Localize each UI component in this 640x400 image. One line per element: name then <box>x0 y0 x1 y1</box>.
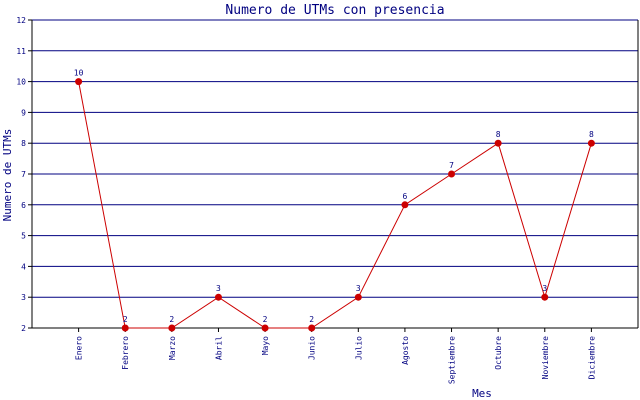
data-points <box>75 78 595 332</box>
data-point <box>587 139 595 147</box>
data-label: 10 <box>74 69 84 78</box>
x-tick-label: Abril <box>214 336 223 360</box>
y-tick-labels: 2 3 4 5 6 7 8 9 10 11 12 <box>16 16 26 333</box>
data-point <box>168 324 176 332</box>
data-point <box>75 78 83 86</box>
data-point <box>541 293 549 301</box>
y-tick-label: 4 <box>21 262 26 271</box>
y-tick-label: 7 <box>21 170 26 179</box>
series-path <box>78 81 592 329</box>
x-axis-label: Mes <box>472 387 492 400</box>
data-label: 2 <box>169 315 174 324</box>
data-label: 6 <box>403 192 408 201</box>
data-label: 7 <box>449 161 454 170</box>
data-point <box>354 293 362 301</box>
x-tick-label: Julio <box>354 336 363 360</box>
y-tick-label: 3 <box>21 293 26 302</box>
x-tick-label: Noviembre <box>541 336 550 380</box>
x-tick-label: Octubre <box>494 336 503 370</box>
data-point <box>448 170 456 178</box>
data-label: 2 <box>123 315 128 324</box>
data-label: 2 <box>263 315 268 324</box>
x-tick-label: Septiembre <box>448 336 457 384</box>
data-label: 3 <box>216 284 221 293</box>
series-line <box>78 81 592 329</box>
data-point <box>261 324 269 332</box>
y-tick-label: 10 <box>16 78 26 87</box>
data-point <box>121 324 129 332</box>
x-tick-label: Enero <box>75 336 84 360</box>
y-tick-label: 6 <box>21 201 26 210</box>
x-tick-label: Marzo <box>168 336 177 360</box>
y-tick-label: 11 <box>16 47 26 56</box>
y-tick-label: 12 <box>16 16 26 25</box>
x-tick-label: Junio <box>308 336 317 360</box>
data-label: 2 <box>309 315 314 324</box>
data-labels: 10 2 2 3 2 2 3 6 7 8 3 8 <box>74 69 594 324</box>
data-point <box>494 139 502 147</box>
x-tick-label: Diciembre <box>587 336 596 380</box>
y-tick-label: 5 <box>21 232 26 241</box>
data-label: 8 <box>589 130 594 139</box>
x-tick-labels: Enero Febrero Marzo Abril Mayo Junio Julio Agos… <box>75 336 597 384</box>
data-label: 3 <box>542 284 547 293</box>
data-point <box>308 324 316 332</box>
data-label: 3 <box>356 284 361 293</box>
chart-title: Numero de UTMs con presencia <box>225 3 444 18</box>
y-tick-label: 9 <box>21 108 26 117</box>
data-point <box>401 201 409 209</box>
y-tick-label: 2 <box>21 324 26 333</box>
x-tick-label: Agosto <box>401 336 410 365</box>
grid-lines <box>32 19 638 298</box>
y-tick-label: 8 <box>21 139 26 148</box>
data-label: 8 <box>496 130 501 139</box>
data-point <box>214 293 222 301</box>
y-axis-label: Numero de UTMs <box>1 129 14 222</box>
x-tick-label: Febrero <box>121 336 130 370</box>
x-tick-label: Mayo <box>261 336 270 355</box>
axes <box>28 19 639 332</box>
